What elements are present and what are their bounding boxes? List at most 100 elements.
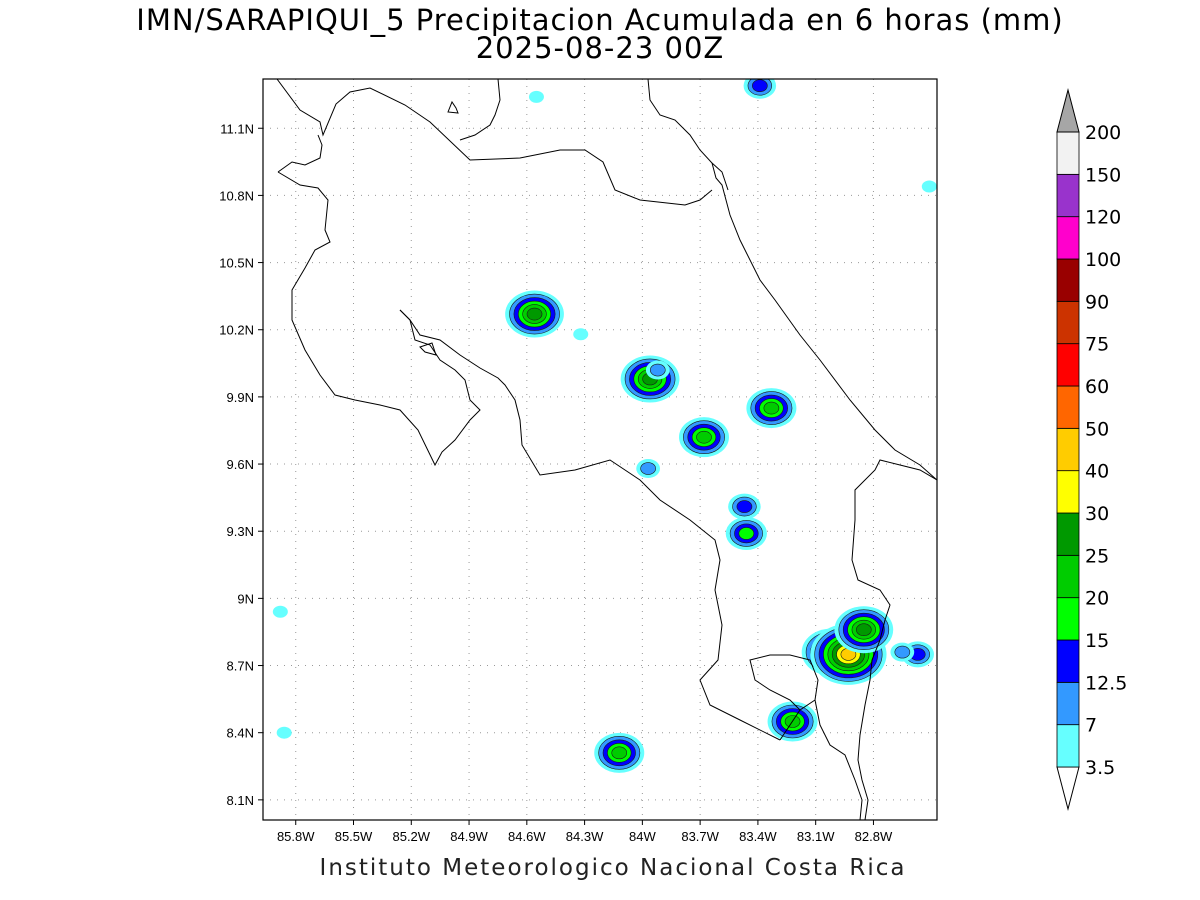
colorbar-swatch xyxy=(1056,724,1080,768)
lon-tick-label: 83.7W xyxy=(681,829,719,844)
lon-tick-label: 84W xyxy=(629,829,656,844)
colorbar-level-label: 40 xyxy=(1085,461,1109,483)
institution-credit: Instituto Meteorologico Nacional Costa R… xyxy=(319,855,907,881)
precip-cell xyxy=(594,732,645,773)
precip-contour xyxy=(763,401,780,415)
precip-contour xyxy=(738,527,755,540)
lake-nicaragua-shore xyxy=(276,79,713,206)
lon-tick-label: 84.3W xyxy=(566,829,604,844)
precip-contour xyxy=(856,623,872,637)
lon-tick-label: 84.6W xyxy=(508,829,546,844)
precip-cell xyxy=(890,642,915,662)
precip-cell xyxy=(573,328,589,341)
colorbar-swatch xyxy=(1056,470,1080,514)
axis-labels: 8.1N 8.4N 8.7N 9N 9.3N 9.6N 9.9N 10.2N 10.5N 10.8… xyxy=(219,121,893,844)
colorbar-swatch xyxy=(1056,216,1080,260)
gulf-of-nicoya xyxy=(419,342,437,356)
precip-cell xyxy=(636,459,661,479)
colorbar-swatch xyxy=(1056,258,1080,302)
colorbar-level-label: 60 xyxy=(1085,376,1109,398)
colorbar-swatch xyxy=(1056,427,1080,472)
colorbar-level-label: 120 xyxy=(1085,207,1121,229)
lon-tick-label: 83.4W xyxy=(739,829,777,844)
precip-contour xyxy=(696,430,712,444)
precipitation-field xyxy=(272,79,937,773)
lat-tick-label: 9.9N xyxy=(227,390,254,405)
map-frame xyxy=(262,78,938,821)
colorbar-level-label: 200 xyxy=(1085,122,1121,144)
lat-tick-label: 10.5N xyxy=(219,256,254,271)
precip-cell xyxy=(728,493,761,520)
golfo-dulce xyxy=(814,659,873,820)
precip-cell xyxy=(505,290,564,338)
precip-contour xyxy=(894,645,911,659)
lat-tick-label: 8.4N xyxy=(227,726,254,741)
colorbar-swatch xyxy=(1056,173,1080,218)
precip-contour xyxy=(526,307,543,321)
colorbar-swatch xyxy=(1056,597,1080,641)
lon-tick-label: 84.9W xyxy=(450,829,488,844)
precip-cell xyxy=(743,79,777,99)
precip-cell xyxy=(645,360,670,380)
precip-contour xyxy=(611,746,628,760)
colorbar-swatch xyxy=(1056,639,1080,683)
lake-shore-north xyxy=(459,79,501,141)
map-background xyxy=(263,79,937,820)
colorbar-level-label: 75 xyxy=(1085,334,1109,356)
precip-cell xyxy=(746,388,797,429)
precip-cell xyxy=(725,516,767,550)
precip-contour xyxy=(573,328,589,341)
lon-tick-label: 85.5W xyxy=(335,829,373,844)
lon-tick-label: 85.2W xyxy=(392,829,430,844)
colorbar-level-label: 12.5 xyxy=(1085,672,1127,694)
colorbar-swatch xyxy=(1056,131,1080,175)
colorbar-swatch xyxy=(1056,385,1080,429)
colorbar-level-label: 150 xyxy=(1085,164,1121,186)
lat-tick-label: 9.6N xyxy=(227,457,254,472)
osa-peninsula xyxy=(749,654,819,741)
precip-cell xyxy=(678,417,729,458)
map-title: IMN/SARAPIQUI_5 Precipitacion Acumulada … xyxy=(136,3,1064,37)
precip-cell xyxy=(921,180,937,193)
colorbar-level-label: 15 xyxy=(1085,630,1109,652)
colorbar-low-arrow xyxy=(1056,766,1080,811)
lat-tick-label: 8.7N xyxy=(227,659,254,674)
precip-contour xyxy=(921,180,937,193)
precip-contour xyxy=(752,79,768,93)
colorbar-level-label: 30 xyxy=(1085,503,1109,525)
lon-tick-label: 85.8W xyxy=(277,829,315,844)
lon-tick-label: 83.1W xyxy=(797,829,835,844)
lat-tick-label: 9.3N xyxy=(227,524,254,539)
precip-cell xyxy=(620,355,680,403)
precip-contour xyxy=(649,363,666,377)
colorbar-level-label: 50 xyxy=(1085,418,1109,440)
graticule xyxy=(263,79,937,820)
colorbar-level-label: 20 xyxy=(1085,588,1109,610)
lat-tick-label: 9N xyxy=(237,591,254,606)
colorbar-swatch xyxy=(1056,300,1080,345)
precip-cell xyxy=(528,90,544,103)
precipitation-colorbar: 3.5 7 12.5 15 20 25 30 40 50 60 75 90 100 120 150 200 xyxy=(1056,88,1127,811)
precip-contour xyxy=(736,500,753,513)
lon-tick-label: 82.8W xyxy=(855,829,893,844)
lat-tick-label: 10.2N xyxy=(219,323,254,338)
colorbar-swatch xyxy=(1056,681,1080,726)
lat-tick-label: 11.1N xyxy=(220,121,254,136)
colorbar-level-label: 7 xyxy=(1085,715,1097,737)
precip-contour xyxy=(272,605,288,618)
precip-contour xyxy=(640,462,656,475)
central-pacific-coast xyxy=(399,309,781,741)
caribbean-coast xyxy=(647,79,937,481)
colorbar-swatch xyxy=(1056,343,1080,387)
precip-cell xyxy=(834,606,894,654)
map-subtitle-date: 2025-08-23 00Z xyxy=(475,31,725,65)
coast-detail xyxy=(711,162,729,191)
colorbar-level-label: 90 xyxy=(1085,291,1109,313)
precip-cell xyxy=(272,605,288,618)
colorbar-high-arrow xyxy=(1056,88,1080,133)
lat-tick-label: 10.8N xyxy=(219,188,254,203)
lat-tick-label: 8.1N xyxy=(227,793,254,808)
precip-contour xyxy=(528,90,544,103)
precip-cell xyxy=(276,726,292,739)
